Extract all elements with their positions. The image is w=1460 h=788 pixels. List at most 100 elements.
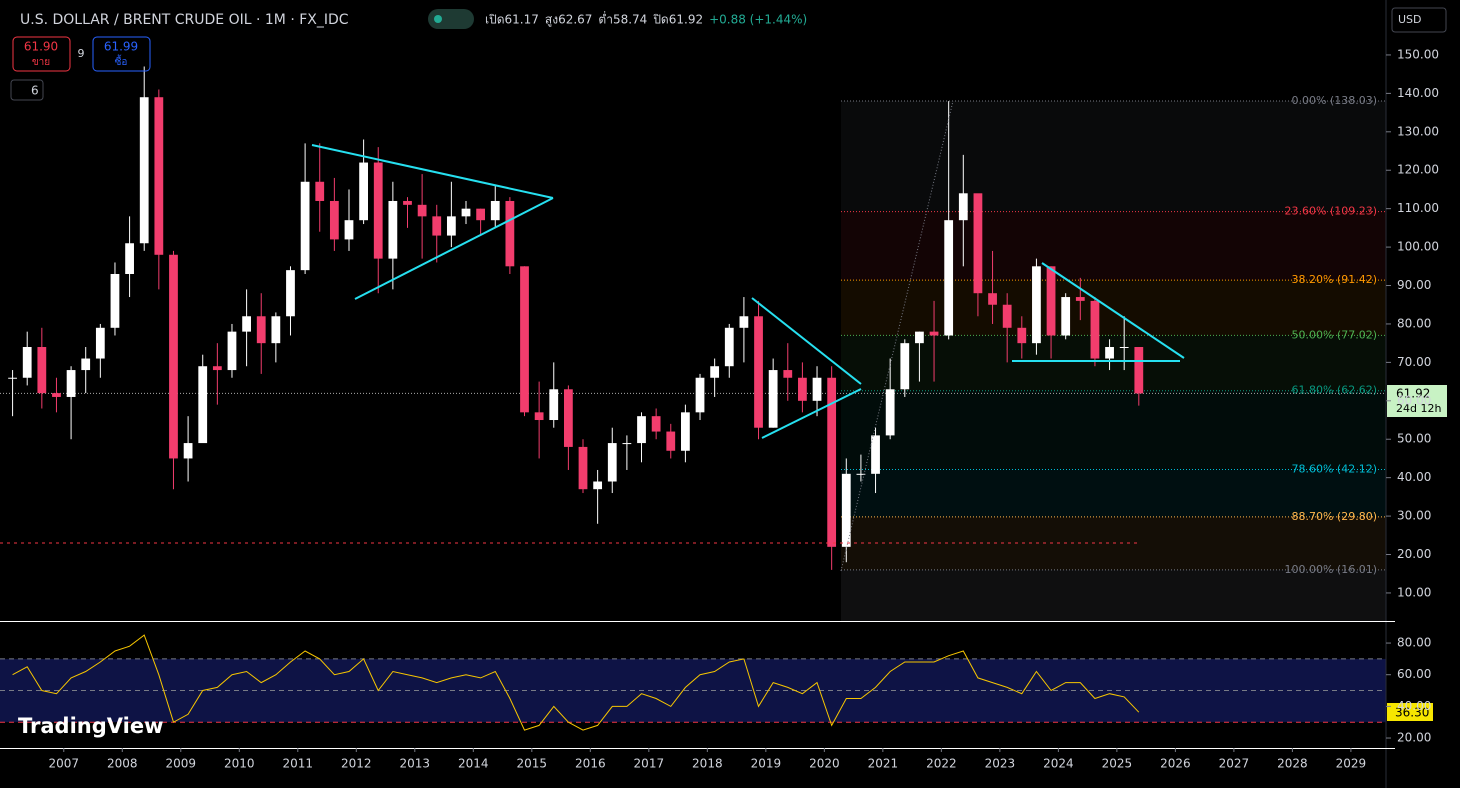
candle-body	[52, 393, 61, 397]
candle-body	[125, 243, 134, 274]
candle-body	[461, 208, 471, 217]
x-tick-label: 2009	[166, 757, 197, 771]
currency-select[interactable]	[1391, 7, 1447, 33]
candle-body	[1061, 297, 1071, 336]
fib-label: 61.80% (62.62)	[1291, 384, 1377, 397]
fib-label: 88.70% (29.80)	[1291, 510, 1377, 523]
fib-zone	[841, 569, 1386, 621]
candle-body	[432, 216, 442, 236]
candle-body	[95, 327, 105, 359]
y-tick-label: 130.00	[1397, 124, 1439, 138]
x-tick-label: 2020	[809, 757, 840, 771]
fib-label: 38.20% (91.42)	[1291, 273, 1377, 286]
background: 0.00% (138.03) 23.60% (109.23) 38.20% (91.…	[0, 94, 1386, 723]
x-tick-label: 2021	[868, 757, 899, 771]
candle-body	[505, 200, 515, 267]
fib-zone	[841, 100, 1386, 212]
candle-body	[1032, 266, 1041, 344]
candle-body	[212, 366, 222, 371]
x-tick-label: 2024	[1043, 757, 1074, 771]
candle-body	[154, 97, 164, 255]
indicator-toggle[interactable]	[10, 79, 44, 101]
candle-body	[359, 162, 369, 221]
x-tick-label: 2008	[107, 757, 138, 771]
candle-body	[534, 412, 544, 421]
y-tick-label: 150.00	[1397, 47, 1439, 61]
candle-body	[695, 377, 705, 413]
stat-value: +0.88 (+1.44%)	[709, 13, 807, 27]
y-tick-label: 140.00	[1397, 86, 1439, 100]
y-tick-label: 50.00	[1397, 432, 1431, 446]
candle-body	[286, 270, 295, 317]
candle-body	[22, 347, 32, 378]
candle-body	[1002, 304, 1012, 328]
candle-body	[8, 377, 17, 379]
buy-label: ซื้อ	[115, 54, 128, 68]
currency: USD	[1398, 13, 1422, 26]
candle-body	[607, 443, 617, 482]
rsi-line	[12, 634, 1140, 731]
candle-body	[578, 446, 588, 490]
candle-body	[139, 97, 149, 244]
candle-body	[739, 316, 749, 328]
candle-body	[593, 481, 603, 490]
y-tick-label: 110.00	[1397, 201, 1439, 215]
candle-body	[724, 327, 734, 367]
rsi-tag-box	[1387, 703, 1433, 721]
x-tick-label: 2023	[985, 757, 1016, 771]
sell-price: 61.90	[24, 40, 58, 54]
candle-body	[958, 193, 968, 221]
stat-label: ต่ำ	[598, 11, 613, 27]
status-dot	[434, 15, 442, 23]
fib-label: 23.60% (109.23)	[1284, 205, 1377, 218]
candle-body	[169, 254, 178, 459]
price-tag: 61.92	[1396, 387, 1430, 401]
y-tick-label: 40.00	[1397, 699, 1431, 713]
buy-price: 61.99	[104, 40, 138, 54]
candle-body	[1090, 300, 1100, 359]
candle-body	[651, 416, 661, 432]
candle-body	[1134, 347, 1144, 394]
candle-body	[1105, 347, 1114, 359]
candle-body	[622, 443, 632, 445]
candle-body	[929, 331, 939, 336]
y-tick-label: 10.00	[1397, 585, 1431, 599]
x-tick-label: 2018	[692, 757, 723, 771]
stat-value: 62.67	[558, 13, 592, 27]
y-tick-label: 120.00	[1397, 163, 1439, 177]
candle-body	[1046, 266, 1056, 336]
candle-body	[812, 377, 822, 401]
candle-body	[81, 358, 91, 371]
candle-body	[856, 473, 866, 475]
buy-box[interactable]	[92, 36, 151, 72]
candle-body	[754, 316, 763, 428]
stat-label: เปิด	[485, 13, 505, 27]
candle-body	[681, 412, 690, 451]
fib-zone	[841, 390, 1386, 470]
indicator-count: 6	[31, 84, 39, 98]
candle-body	[988, 293, 997, 305]
candle-body	[1017, 327, 1027, 344]
x-tick-label: 2022	[926, 757, 957, 771]
candle-body	[183, 443, 193, 459]
candle-body	[329, 200, 339, 240]
fib-zone	[841, 211, 1386, 281]
x-tick-label: 2028	[1277, 757, 1308, 771]
candle-body	[637, 416, 646, 444]
y-tick-label: 20.00	[1397, 547, 1431, 561]
candle-body	[666, 431, 676, 451]
x-tick-label: 2014	[458, 757, 489, 771]
y-tick-label: 80.00	[1397, 316, 1431, 330]
candle-body	[1075, 297, 1085, 301]
candle-body	[768, 370, 778, 428]
candle-body	[549, 389, 559, 421]
sell-box[interactable]	[12, 36, 71, 72]
candle-body	[227, 331, 237, 371]
x-tick-label: 2012	[341, 757, 372, 771]
candle-body	[563, 389, 573, 447]
stat-label: สูง	[545, 13, 558, 28]
fib-label: 78.60% (42.12)	[1291, 463, 1377, 476]
candle-body	[373, 162, 383, 259]
fib-label: 0.00% (138.03)	[1291, 94, 1377, 107]
x-tick-label: 2017	[634, 757, 665, 771]
